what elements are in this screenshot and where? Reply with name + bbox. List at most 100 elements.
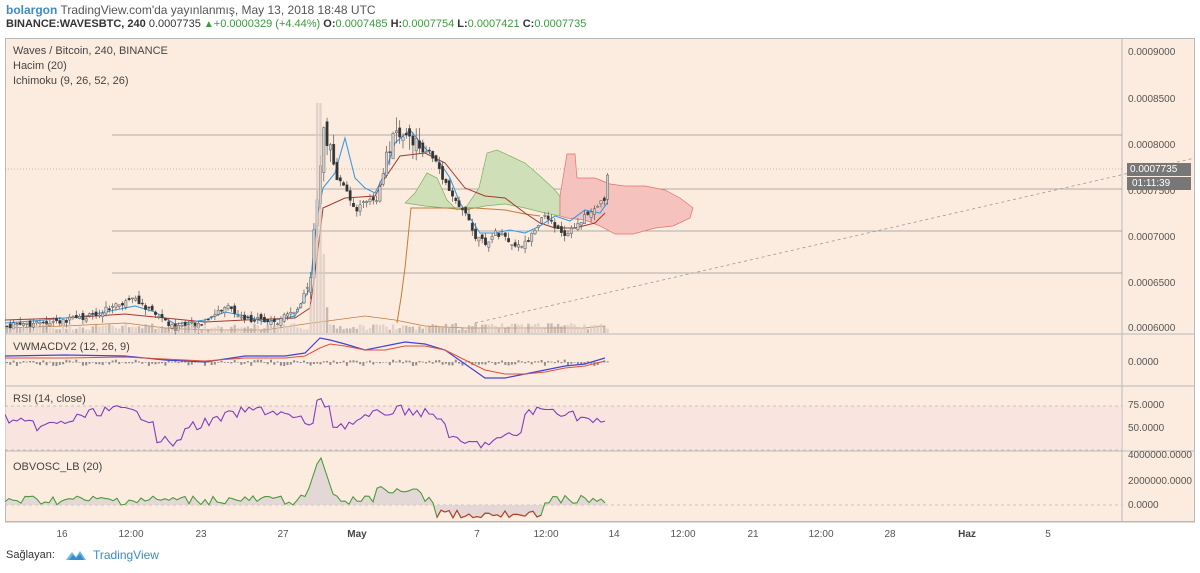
macd-histogram-bar	[382, 362, 385, 363]
macd-histogram-bar	[9, 362, 12, 365]
macd-histogram-bar	[464, 361, 467, 363]
macd-histogram-bar	[441, 362, 444, 365]
author-name[interactable]: bolargon	[6, 3, 58, 17]
macd-histogram-bar	[108, 362, 111, 365]
candle-body	[28, 320, 32, 327]
candle-body	[302, 293, 306, 304]
candle-body	[292, 311, 296, 314]
volume-bar	[378, 325, 382, 333]
candle-body	[543, 215, 547, 217]
candle-body	[140, 302, 144, 305]
macd-indicator-label[interactable]: VWMACDV2 (12, 26, 9)	[13, 341, 130, 353]
volume-bar	[461, 328, 464, 333]
macd-histogram-bar	[151, 362, 154, 364]
macd-histogram-bar	[101, 362, 104, 366]
rsi-band	[5, 406, 1122, 450]
price-tick: 0.0007500	[1128, 186, 1176, 197]
volume-bar	[187, 323, 190, 333]
volume-bar	[141, 328, 144, 333]
candle-body	[457, 200, 461, 207]
time-tick: 28	[884, 529, 896, 540]
volume-bar	[174, 326, 177, 333]
macd-histogram-bar	[362, 362, 365, 366]
volume-bar	[75, 328, 78, 333]
candle-body	[223, 307, 227, 314]
rsi-indicator-label[interactable]: RSI (14, close)	[13, 393, 86, 405]
volume-bar	[306, 329, 309, 333]
footer: Sağlayan: TradingView	[6, 548, 159, 562]
volume-bar	[454, 323, 457, 333]
macd-histogram-bar	[105, 361, 107, 363]
volume-bar	[121, 325, 124, 333]
candle-body	[249, 314, 253, 323]
macd-histogram-bar	[583, 362, 586, 365]
volume-bar	[358, 324, 362, 333]
tradingview-link[interactable]: TradingView	[92, 548, 159, 562]
volume-bar	[408, 326, 411, 333]
macd-histogram-bar	[296, 361, 299, 363]
volume-bar	[322, 253, 325, 333]
macd-histogram-bar	[359, 362, 362, 365]
volume-bar	[530, 325, 533, 333]
candle-body	[22, 323, 25, 326]
macd-histogram-bar	[481, 362, 484, 365]
candle-body	[424, 151, 428, 153]
tradingview-logo-icon[interactable]	[65, 548, 87, 562]
volume-bar	[203, 326, 207, 333]
candle-body	[513, 242, 517, 247]
obv-indicator-label[interactable]: OBVOSC_LB (20)	[13, 461, 103, 473]
candle-body	[203, 321, 207, 323]
volume-bar	[223, 329, 226, 333]
macd-histogram-bar	[415, 362, 418, 366]
volume-indicator-label[interactable]: Hacim (20)	[13, 60, 67, 72]
kumo-bullish	[404, 149, 561, 217]
macd-histogram-bar	[497, 362, 500, 364]
macd-histogram-bar	[352, 360, 355, 363]
macd-histogram-bar	[319, 362, 322, 365]
candle-body	[180, 324, 184, 327]
candle-body	[388, 151, 392, 153]
candle-body	[497, 232, 501, 237]
candle-body	[104, 306, 108, 314]
volume-bar	[507, 326, 510, 333]
macd-histogram-bar	[461, 362, 464, 366]
volume-bar	[504, 328, 507, 333]
volume-bar	[372, 324, 375, 333]
volume-bar	[355, 328, 358, 333]
macd-histogram-bar	[45, 362, 48, 366]
volume-bar	[523, 327, 527, 333]
candle-body	[358, 204, 362, 212]
volume-bar	[134, 327, 137, 333]
volume-bar	[65, 328, 68, 333]
candle-body	[127, 298, 131, 300]
macd-histogram-bar	[210, 362, 213, 366]
volume-bar	[398, 328, 401, 333]
rsi-tick: 50.0000	[1128, 423, 1165, 434]
candle-body	[163, 318, 167, 321]
candle-body	[134, 297, 138, 301]
candle-body	[454, 197, 458, 202]
candle-body	[467, 214, 471, 221]
candle-body	[266, 318, 270, 322]
volume-bar	[164, 327, 167, 333]
macd-histogram-bar	[204, 362, 206, 366]
volume-bar	[382, 324, 385, 333]
macd-histogram-bar	[15, 362, 18, 366]
volume-bar	[296, 327, 299, 333]
macd-histogram-bar	[144, 362, 147, 363]
candle-body	[101, 313, 105, 317]
time-tick: 27	[277, 529, 289, 540]
time-tick: 5	[1045, 529, 1051, 540]
ichimoku-indicator-label[interactable]: Ichimoku (9, 26, 52, 26)	[13, 75, 129, 87]
candle-body	[431, 150, 435, 159]
candle-body	[243, 314, 246, 320]
volume-bar	[226, 329, 230, 333]
candle-body	[25, 323, 29, 325]
chart-canvas[interactable]	[5, 38, 1195, 546]
candlestick-series[interactable]	[5, 117, 610, 335]
candle-body	[329, 144, 332, 151]
macd-histogram-bar	[273, 362, 276, 365]
macd-histogram-bar	[12, 360, 15, 363]
macd-histogram-bar	[85, 362, 88, 366]
macd-histogram-bar	[263, 362, 266, 363]
